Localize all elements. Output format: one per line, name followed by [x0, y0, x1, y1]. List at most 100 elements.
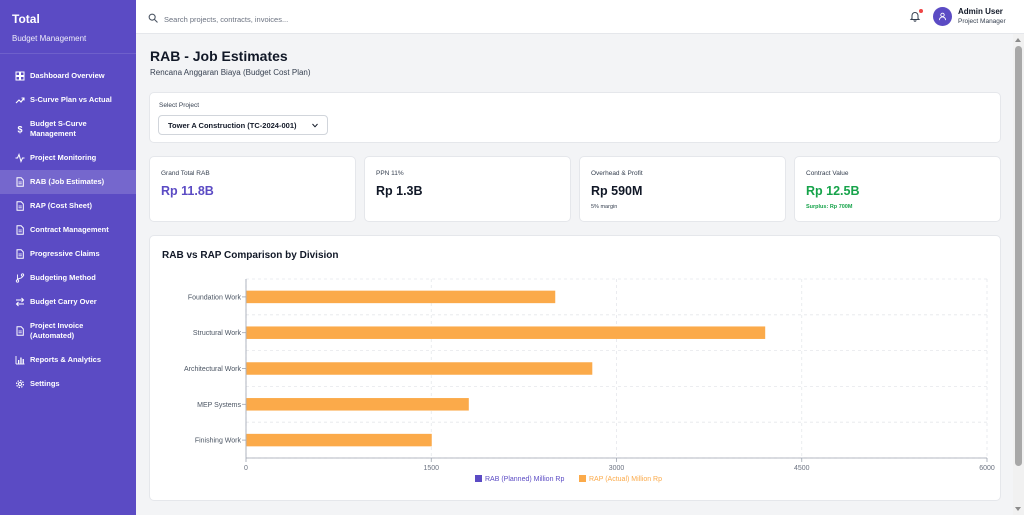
page-title: RAB - Job Estimates	[150, 48, 288, 64]
x-tick-label: 0	[244, 465, 248, 472]
sidebar-item-progressive-claims[interactable]: Progressive Claims	[0, 242, 136, 266]
y-tick-label: Foundation Work	[188, 294, 242, 301]
sidebar-item-label: Budget Carry Over	[30, 296, 97, 306]
sidebar-item-dashboard-overview[interactable]: Dashboard Overview	[0, 64, 136, 88]
y-tick-label: Architectural Work	[184, 366, 242, 373]
sidebar-item-label: RAP (Cost Sheet)	[30, 200, 92, 210]
bar-rap	[246, 362, 593, 375]
chart-title: RAB vs RAP Comparison by Division	[162, 250, 339, 261]
x-tick-label: 3000	[609, 465, 625, 472]
stat-card-contract-value: Contract Value Rp 12.5B Surplus: Rp 700M	[794, 156, 1001, 222]
bar-rap	[246, 433, 432, 447]
swap-icon	[14, 297, 25, 308]
svg-text:$: $	[17, 125, 22, 135]
sidebar-item-label: Budget S-Curve Management	[30, 118, 87, 138]
sidebar-item-label: Dashboard Overview	[30, 70, 105, 80]
chevron-down-icon	[312, 123, 318, 128]
sidebar-item-contract-management[interactable]: Contract Management	[0, 218, 136, 242]
activity-icon	[14, 153, 25, 164]
sidebar-item-label: Reports & Analytics	[30, 354, 101, 364]
brand: Total Budget Management	[0, 0, 136, 54]
bar-rap	[246, 398, 469, 411]
legend-swatch-rap	[579, 475, 586, 482]
x-tick-label: 1500	[423, 465, 439, 472]
legend-label-rap: RAP (Actual) Million Rp	[589, 476, 662, 483]
stat-label: PPN 11%	[376, 170, 404, 177]
y-tick-label: Structural Work	[193, 330, 242, 337]
app-subtitle: Budget Management	[12, 34, 87, 43]
document-icon	[14, 249, 25, 260]
sidebar: Total Budget Management Dashboard Overvi…	[0, 0, 136, 515]
stat-card-grand-total: Grand Total RAB Rp 11.8B	[149, 156, 356, 222]
sidebar-item-label: Project Invoice (Automated)	[30, 320, 84, 340]
legend-label-rab: RAB (Planned) Million Rp	[485, 476, 564, 483]
project-select-card: Select Project Tower A Construction (TC-…	[149, 92, 1001, 143]
app-title: Total	[12, 12, 40, 26]
project-select[interactable]: Tower A Construction (TC-2024-001)	[158, 115, 328, 135]
gear-icon	[14, 379, 25, 390]
sidebar-item-label: S-Curve Plan vs Actual	[30, 94, 112, 104]
stat-note: 5% margin	[591, 204, 618, 210]
user-name: Admin User	[958, 7, 1003, 16]
dollar-icon: $	[14, 124, 25, 135]
legend-swatch-rab	[475, 475, 482, 482]
sidebar-item-label: RAB (Job Estimates)	[30, 176, 105, 186]
scroll-thumb[interactable]	[1015, 46, 1022, 466]
x-tick-label: 4500	[794, 465, 810, 472]
stat-label: Contract Value	[806, 170, 849, 177]
sidebar-item-budgeting-method[interactable]: Budgeting Method	[0, 266, 136, 290]
sidebar-item-label: Progressive Claims	[30, 248, 100, 258]
sidebar-item-label: Project Monitoring	[30, 152, 97, 162]
sidebar-item-label: Budgeting Method	[30, 272, 96, 282]
sidebar-item-label: Settings	[30, 378, 60, 388]
dashboard-grid-icon	[14, 71, 25, 82]
x-tick-label: 6000	[979, 465, 995, 472]
search-bar	[148, 10, 464, 28]
sidebar-item-project-monitoring[interactable]: Project Monitoring	[0, 146, 136, 170]
branch-icon	[14, 273, 25, 284]
sidebar-item-reports-analytics[interactable]: Reports & Analytics	[0, 348, 136, 372]
stat-label: Overhead & Profit	[591, 170, 643, 177]
stat-value: Rp 1.3B	[376, 184, 423, 198]
topbar: Admin User Project Manager	[136, 0, 1024, 34]
sidebar-nav: Dashboard Overview S-Curve Plan vs Actual…	[0, 54, 136, 396]
y-tick-label: MEP Systems	[197, 402, 241, 409]
document-icon	[14, 177, 25, 188]
scroll-down-arrow[interactable]	[1015, 507, 1021, 511]
search-input[interactable]	[164, 14, 464, 24]
bar-rap	[246, 326, 766, 339]
stat-value: Rp 12.5B	[806, 184, 860, 198]
document-icon	[14, 326, 25, 337]
stat-card-ppn: PPN 11% Rp 1.3B	[364, 156, 571, 222]
avatar[interactable]	[933, 7, 952, 26]
sidebar-item-settings[interactable]: Settings	[0, 372, 136, 396]
search-icon	[148, 10, 158, 28]
project-select-value: Tower A Construction (TC-2024-001)	[168, 120, 297, 130]
sidebar-item-budget-carry-over[interactable]: Budget Carry Over	[0, 290, 136, 314]
y-tick-label: Finishing Work	[195, 438, 242, 445]
page-subtitle: Rencana Anggaran Biaya (Budget Cost Plan…	[150, 68, 311, 77]
bell-icon	[909, 9, 921, 26]
user-icon	[938, 8, 947, 26]
document-icon	[14, 201, 25, 212]
bar-chart-icon	[14, 355, 25, 366]
trending-up-icon	[14, 95, 25, 106]
notification-dot	[919, 9, 923, 13]
sidebar-item-rap-cost-sheet[interactable]: RAP (Cost Sheet)	[0, 194, 136, 218]
notification-button[interactable]	[909, 9, 923, 23]
sidebar-item-rab-job-estimates[interactable]: RAB (Job Estimates)	[0, 170, 136, 194]
scroll-up-arrow[interactable]	[1015, 38, 1021, 42]
user-role: Project Manager	[958, 18, 1006, 25]
stat-card-overhead: Overhead & Profit Rp 590M 5% margin	[579, 156, 786, 222]
stat-label: Grand Total RAB	[161, 170, 210, 177]
project-select-label: Select Project	[159, 102, 200, 109]
stat-value: Rp 11.8B	[161, 184, 214, 198]
sidebar-item-project-invoice-automated[interactable]: Project Invoice (Automated)	[0, 314, 136, 348]
sidebar-item-s-curve-plan-vs-actual[interactable]: S-Curve Plan vs Actual	[0, 88, 136, 112]
page-scrollbar[interactable]	[1013, 34, 1024, 515]
sidebar-item-budget-s-curve-management[interactable]: $ Budget S-Curve Management	[0, 112, 136, 146]
chart-card: RAB vs RAP Comparison by Division 0 1500 3…	[149, 235, 1001, 501]
rab-rap-chart: 0 1500 3000 4500 6000 Foundation Work Structur…	[184, 278, 995, 483]
stat-note: Surplus: Rp 700M	[806, 204, 853, 210]
document-icon	[14, 225, 25, 236]
